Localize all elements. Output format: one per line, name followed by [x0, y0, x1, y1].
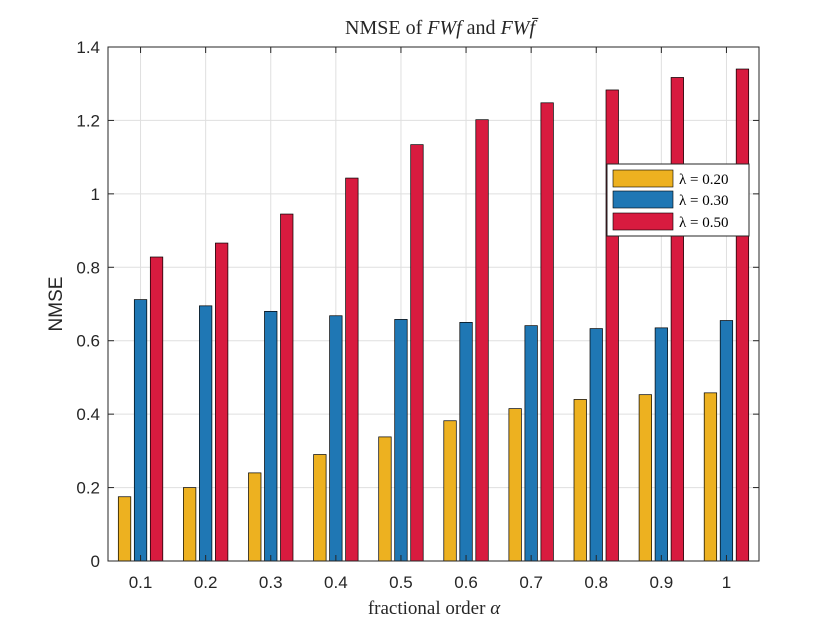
- y-tick-label: 0.8: [76, 258, 100, 277]
- bar-series-0-cat-9: [703, 392, 718, 562]
- bar-series-1-cat-5: [459, 322, 473, 562]
- legend-label-lambda-050: λ = 0.50: [679, 215, 728, 231]
- legend-swatch-lambda-030: [612, 190, 674, 209]
- y-tick-label: 0.6: [76, 332, 100, 351]
- x-tick-label: 0.7: [519, 573, 543, 592]
- x-tick-label: 0.9: [650, 573, 674, 592]
- x-tick-label: 0.2: [194, 573, 218, 592]
- bar-series-1-cat-7: [589, 328, 603, 562]
- bar-series-1-cat-4: [394, 319, 408, 562]
- bar-series-2-cat-5: [475, 119, 489, 562]
- bar-series-1-cat-8: [654, 327, 668, 562]
- x-tick-label: 1: [722, 573, 731, 592]
- legend-swatch-lambda-020: [612, 169, 674, 188]
- bar-series-2-cat-1: [215, 242, 229, 562]
- bar-series-0-cat-2: [248, 472, 262, 562]
- x-tick-label: 0.6: [454, 573, 478, 592]
- y-tick-label: 0.2: [76, 479, 100, 498]
- x-tick-label: 0.4: [324, 573, 348, 592]
- y-tick-label: 0.4: [76, 405, 100, 424]
- bar-series-0-cat-6: [508, 408, 522, 562]
- bar-series-2-cat-0: [149, 256, 164, 562]
- bar-series-0-cat-0: [117, 496, 132, 562]
- x-axis-label: fractional order α: [368, 598, 501, 619]
- x-tick-label: 0.3: [259, 573, 283, 592]
- y-tick-label: 1.2: [76, 111, 100, 130]
- bar-series-0-cat-8: [638, 394, 652, 562]
- bar-series-2-cat-3: [345, 177, 359, 562]
- bar-series-1-cat-0: [133, 299, 148, 562]
- legend-label-lambda-030: λ = 0.30: [679, 193, 728, 209]
- y-tick-label: 0: [91, 552, 100, 571]
- bar-series-0-cat-4: [378, 436, 392, 562]
- legend-label-lambda-020: λ = 0.20: [679, 172, 728, 188]
- bar-series-2-cat-8: [670, 77, 684, 562]
- bar-series-1-cat-6: [524, 325, 538, 562]
- bar-series-1-cat-3: [329, 315, 343, 562]
- bar-series-2-cat-7: [605, 89, 619, 562]
- bar-series-0-cat-1: [183, 487, 197, 562]
- bar-series-0-cat-7: [573, 399, 587, 562]
- bar-series-2-cat-9: [735, 68, 750, 562]
- ticks: [108, 46, 759, 562]
- x-tick-label: 0.8: [584, 573, 608, 592]
- y-tick-label: 1: [91, 185, 100, 204]
- bar-series-2-cat-4: [410, 144, 424, 562]
- legend: λ = 0.20 λ = 0.30 λ = 0.50: [606, 163, 750, 237]
- axes-box: [107, 46, 760, 562]
- legend-swatch-lambda-050: [612, 212, 674, 231]
- bar-series-1-cat-9: [719, 320, 734, 562]
- y-axis-label: NMSE: [46, 277, 67, 332]
- y-tick-label: 1.4: [76, 38, 100, 57]
- bar-series-0-cat-5: [443, 420, 457, 562]
- chart-title: NMSE of FWf and FWf̄: [345, 17, 538, 39]
- tick-labels: 0 0.2 0.4 0.6 0.8 1 1.2 1.4 0.1 0.2 0.3 0.4 0.5 0.6 0.…: [76, 38, 731, 592]
- x-tick-label: 0.1: [129, 573, 153, 592]
- bar-series-1-cat-2: [264, 310, 278, 562]
- bar-series-1-cat-1: [199, 305, 213, 562]
- bar-series-2-cat-2: [280, 213, 294, 562]
- x-tick-label: 0.5: [389, 573, 413, 592]
- bar-series-0-cat-3: [313, 454, 327, 562]
- bar-series-2-cat-6: [540, 102, 554, 562]
